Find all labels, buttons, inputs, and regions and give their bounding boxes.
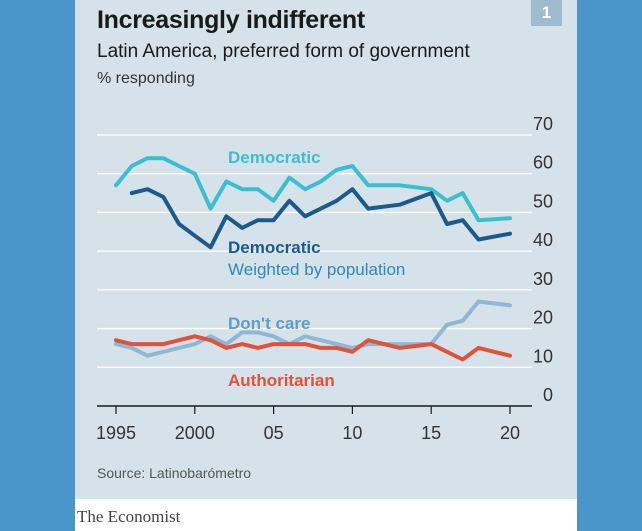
dont-care-label: Don't care xyxy=(228,314,310,333)
series-labels: Democratic Democratic Weighted by populati… xyxy=(228,148,405,390)
authoritarian-line xyxy=(114,334,512,362)
y-tick-label: 40 xyxy=(533,230,553,250)
democratic-weighted-label: Democratic xyxy=(228,238,321,257)
y-tick-label: 60 xyxy=(533,153,553,173)
y-tick-label: 70 xyxy=(533,114,553,134)
page-number-badge: 1 xyxy=(531,0,562,26)
y-tick-label: 10 xyxy=(533,346,553,366)
footer-bar xyxy=(75,499,577,531)
x-tick-label: 1995 xyxy=(96,423,136,443)
democratic-weighted-line xyxy=(129,187,512,250)
chart-card xyxy=(75,0,577,499)
y-tick-label: 30 xyxy=(533,269,553,289)
x-tick-label: 20 xyxy=(500,423,520,443)
chart-title: Increasingly indifferent xyxy=(97,6,365,34)
source-note: Source: Latinobarómetro xyxy=(97,465,252,481)
x-tick-label: 05 xyxy=(264,423,284,443)
series-lines xyxy=(114,156,512,362)
axes: 0 10 20 30 40 50 60 70 1995 2000 05 10 15 20 xyxy=(96,114,553,443)
authoritarian-label: Authoritarian xyxy=(228,371,335,390)
y-tick-label: 0 xyxy=(543,385,553,405)
x-tick-label: 15 xyxy=(421,423,441,443)
democratic-label: Democratic xyxy=(228,148,321,167)
x-tick-label: 10 xyxy=(342,423,362,443)
weighted-by-population-label: Weighted by population xyxy=(228,260,405,279)
publication-name: The Economist xyxy=(77,507,181,526)
y-tick-label: 20 xyxy=(533,308,553,328)
x-tick-label: 2000 xyxy=(175,423,215,443)
y-tick-label: 50 xyxy=(533,191,553,211)
chart-subtitle: Latin America, preferred form of governm… xyxy=(97,41,470,62)
democratic-line xyxy=(114,156,512,223)
y-axis-unit: % responding xyxy=(97,70,195,87)
